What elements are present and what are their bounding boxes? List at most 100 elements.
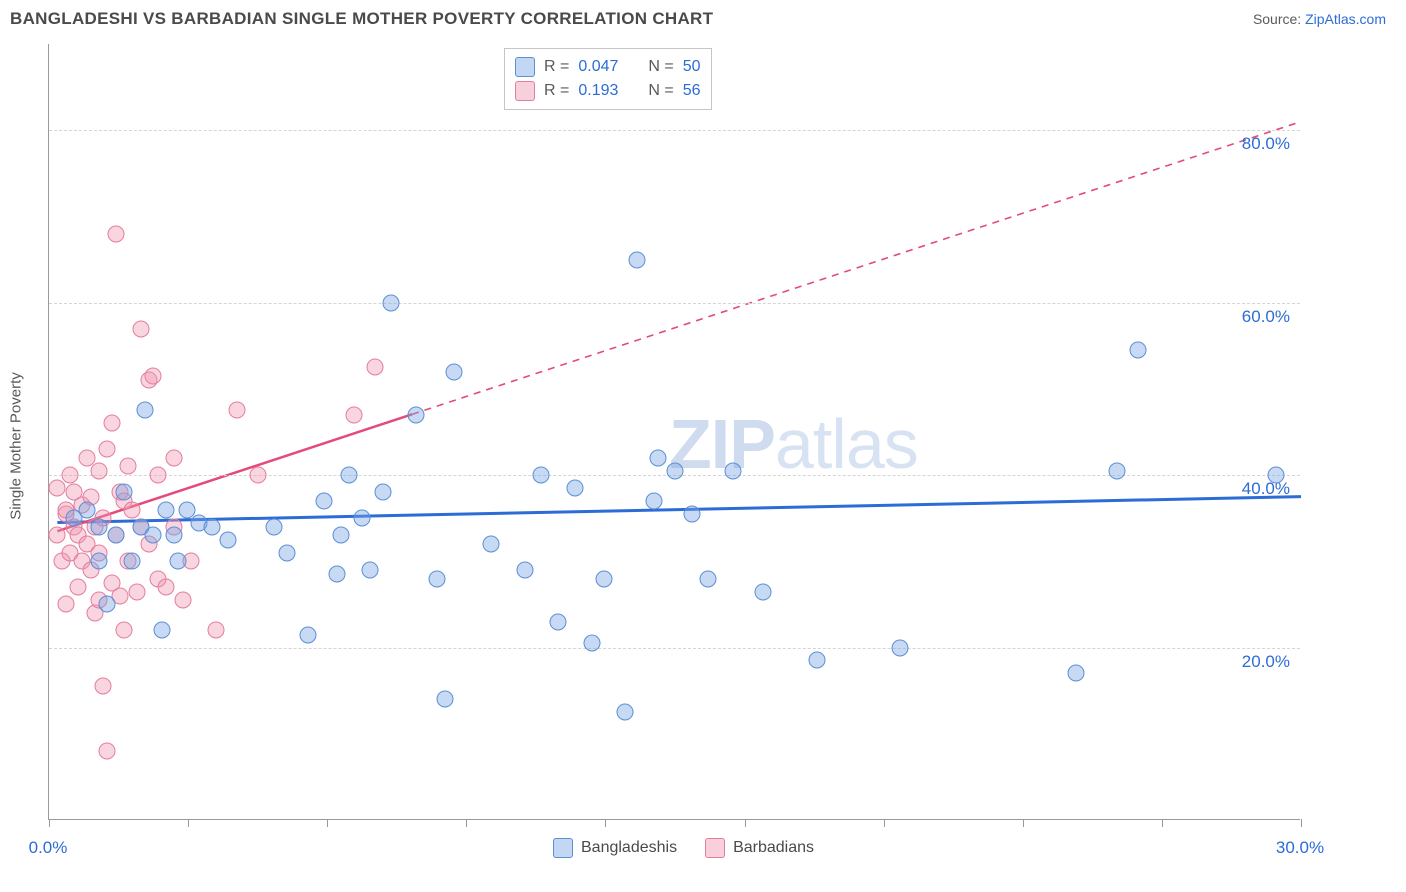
series-legend: Bangladeshis Barbadians	[553, 838, 814, 858]
corr-r-value: 0.047	[578, 55, 618, 79]
scatter-point	[1067, 665, 1084, 682]
scatter-point	[650, 449, 667, 466]
scatter-point	[437, 691, 454, 708]
corr-legend-row: R = 0.047 N = 50	[515, 55, 701, 79]
scatter-point	[166, 449, 183, 466]
scatter-point	[203, 518, 220, 535]
scatter-point	[341, 467, 358, 484]
x-tick	[188, 819, 189, 827]
scatter-point	[700, 570, 717, 587]
scatter-point	[78, 501, 95, 518]
scatter-point	[596, 570, 613, 587]
scatter-point	[228, 402, 245, 419]
series-legend-item: Bangladeshis	[553, 838, 677, 858]
x-tick-label: 30.0%	[1276, 838, 1324, 858]
scatter-point	[99, 596, 116, 613]
y-axis-label: Single Mother Poverty	[8, 372, 25, 520]
chart-title: BANGLADESHI VS BARBADIAN SINGLE MOTHER P…	[10, 9, 713, 29]
x-tick	[884, 819, 885, 827]
scatter-point	[116, 622, 133, 639]
trend-line	[412, 122, 1301, 415]
scatter-point	[583, 635, 600, 652]
series-legend-item: Barbadians	[705, 838, 814, 858]
scatter-point	[362, 561, 379, 578]
series-legend-label: Bangladeshis	[581, 839, 677, 857]
gridline	[49, 648, 1300, 649]
x-tick	[745, 819, 746, 827]
corr-n-label: N =	[648, 55, 673, 79]
scatter-point	[683, 505, 700, 522]
scatter-point	[299, 626, 316, 643]
scatter-point	[892, 639, 909, 656]
scatter-point	[429, 570, 446, 587]
scatter-point	[136, 402, 153, 419]
scatter-point	[61, 467, 78, 484]
watermark: ZIPatlas	[669, 404, 918, 484]
corr-n-value: 50	[683, 55, 701, 79]
scatter-point	[266, 518, 283, 535]
scatter-point	[1130, 342, 1147, 359]
scatter-point	[157, 579, 174, 596]
scatter-point	[91, 553, 108, 570]
scatter-point	[107, 225, 124, 242]
scatter-point	[166, 527, 183, 544]
scatter-point	[483, 536, 500, 553]
scatter-point	[278, 544, 295, 561]
scatter-point	[145, 367, 162, 384]
scatter-point	[550, 613, 567, 630]
corr-r-value: 0.193	[578, 79, 618, 103]
watermark-zip: ZIP	[669, 405, 775, 483]
scatter-point	[91, 462, 108, 479]
series-legend-label: Barbadians	[733, 839, 814, 857]
gridline	[49, 303, 1300, 304]
legend-swatch	[515, 57, 535, 77]
scatter-point	[132, 320, 149, 337]
corr-r-label: R =	[544, 79, 569, 103]
x-tick	[1301, 819, 1302, 827]
corr-n-label: N =	[648, 79, 673, 103]
scatter-point	[124, 501, 141, 518]
source-link[interactable]: ZipAtlas.com	[1305, 11, 1386, 27]
scatter-point	[374, 484, 391, 501]
chart-plot-area: ZIPatlas R =0.047N =50R =0.193N =56 20.0…	[48, 44, 1300, 820]
scatter-point	[249, 467, 266, 484]
scatter-point	[207, 622, 224, 639]
x-tick-label: 0.0%	[29, 838, 68, 858]
trend-line	[57, 497, 1301, 523]
scatter-point	[57, 596, 74, 613]
scatter-point	[103, 415, 120, 432]
scatter-point	[533, 467, 550, 484]
scatter-point	[99, 441, 116, 458]
scatter-point	[49, 480, 66, 497]
scatter-point	[49, 527, 66, 544]
scatter-point	[345, 406, 362, 423]
watermark-rest: atlas	[775, 405, 918, 483]
scatter-point	[170, 553, 187, 570]
y-tick-label: 60.0%	[1242, 307, 1290, 327]
x-tick	[605, 819, 606, 827]
trend-lines-svg	[49, 44, 1300, 819]
legend-swatch	[553, 838, 573, 858]
scatter-point	[316, 492, 333, 509]
legend-swatch	[515, 81, 535, 101]
scatter-point	[808, 652, 825, 669]
scatter-point	[157, 501, 174, 518]
scatter-point	[754, 583, 771, 600]
scatter-point	[725, 462, 742, 479]
legend-swatch	[705, 838, 725, 858]
scatter-point	[408, 406, 425, 423]
x-tick	[1162, 819, 1163, 827]
x-tick	[49, 819, 50, 827]
correlation-legend: R =0.047N =50R =0.193N =56	[504, 48, 712, 110]
scatter-point	[383, 294, 400, 311]
corr-legend-row: R =0.193N =56	[515, 79, 701, 103]
chart-header: BANGLADESHI VS BARBADIAN SINGLE MOTHER P…	[0, 0, 1406, 38]
scatter-point	[328, 566, 345, 583]
scatter-point	[91, 518, 108, 535]
scatter-point	[120, 458, 137, 475]
corr-r-label: R =	[544, 55, 569, 79]
scatter-point	[116, 484, 133, 501]
scatter-point	[366, 359, 383, 376]
gridline	[49, 130, 1300, 131]
scatter-point	[174, 592, 191, 609]
